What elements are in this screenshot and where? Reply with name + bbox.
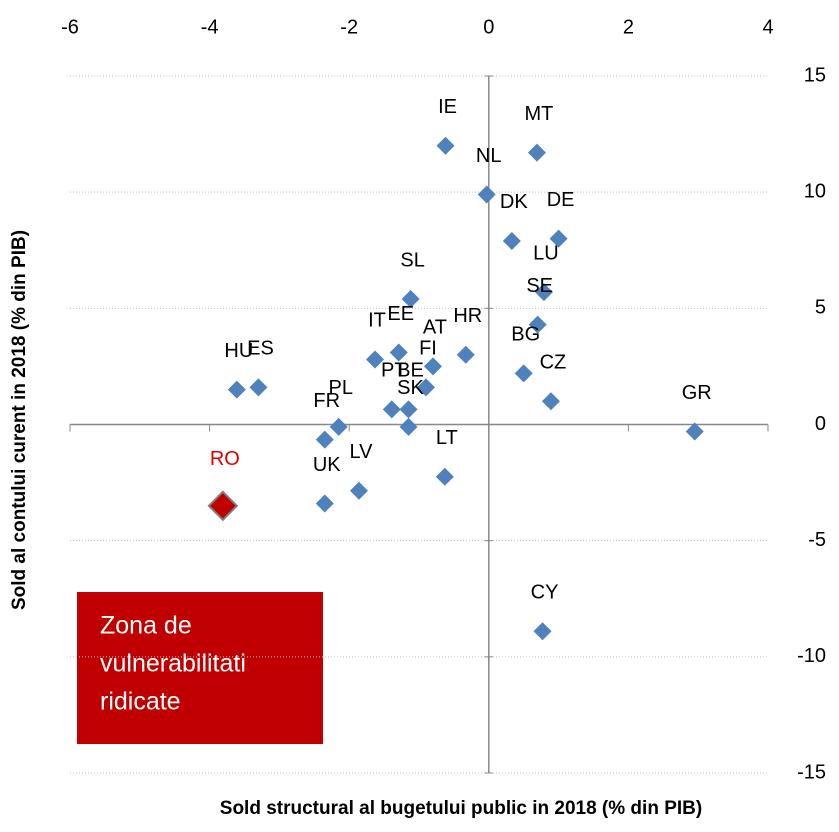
y-tick-label: 10 <box>804 180 826 202</box>
annotation-text: vulnerabilitati <box>100 650 246 678</box>
point-label: HU <box>224 340 253 362</box>
point-label: IT <box>368 310 386 332</box>
y-tick-label: 5 <box>815 297 826 319</box>
x-tick-label: -2 <box>340 16 358 38</box>
data-point <box>329 417 348 436</box>
data-point <box>207 490 239 522</box>
data-point <box>249 378 268 397</box>
data-point <box>435 467 454 486</box>
data-point <box>534 283 553 302</box>
annotation-text: ridicate <box>100 688 181 716</box>
data-point <box>528 315 547 334</box>
point-label: PT <box>381 360 407 382</box>
point-label: MT <box>525 103 554 125</box>
point-label: AT <box>423 317 447 339</box>
x-tick-label: 0 <box>483 16 494 38</box>
x-axis-title: Sold structural al bugetului public in 2… <box>220 798 702 819</box>
data-point <box>533 622 552 641</box>
y-tick-label: 0 <box>815 413 826 435</box>
point-label: FR <box>313 390 340 412</box>
y-tick-label: -15 <box>797 761 826 783</box>
x-tick-label: -4 <box>201 16 219 38</box>
point-label: ES <box>247 338 274 360</box>
data-point <box>685 422 704 441</box>
data-point <box>349 481 368 500</box>
data-point <box>436 136 455 155</box>
point-label: SE <box>526 275 553 297</box>
point-label: DE <box>547 189 575 211</box>
point-label: UK <box>313 454 341 476</box>
point-label: RO <box>210 448 240 470</box>
point-label: LT <box>436 427 458 449</box>
data-point <box>416 378 435 397</box>
data-point <box>477 185 496 204</box>
point-label: FI <box>419 338 437 360</box>
point-label: GR <box>682 382 712 404</box>
data-point <box>549 229 568 248</box>
point-label: IE <box>438 96 457 118</box>
data-point <box>423 357 442 376</box>
data-point <box>502 231 521 250</box>
point-label: CZ <box>540 352 567 374</box>
y-axis-title: Sold al contului curent in 2018 (% din P… <box>9 230 30 610</box>
point-label: BG <box>511 324 540 346</box>
data-point <box>514 364 533 383</box>
point-label: LU <box>533 242 559 264</box>
y-tick-label: -5 <box>808 529 826 551</box>
point-label: EE <box>387 303 414 325</box>
data-point <box>382 400 401 419</box>
data-point <box>401 290 420 309</box>
point-label: NL <box>476 145 502 167</box>
y-tick-label: 15 <box>804 64 826 86</box>
data-point <box>389 343 408 362</box>
point-label: BE <box>397 360 424 382</box>
data-point <box>315 494 334 513</box>
annotation-text: Zona de <box>100 612 192 640</box>
data-point <box>315 430 334 449</box>
point-label: PL <box>328 377 352 399</box>
annotation-box <box>77 592 323 744</box>
data-point <box>366 350 385 369</box>
point-label: HR <box>453 305 482 327</box>
point-label: SL <box>400 249 424 271</box>
y-tick-label: -10 <box>797 645 826 667</box>
data-point <box>456 345 475 364</box>
point-label: LV <box>349 441 373 463</box>
x-tick-label: 2 <box>623 16 634 38</box>
data-point <box>541 392 560 411</box>
data-point <box>227 380 246 399</box>
data-point <box>399 400 418 419</box>
data-point <box>527 143 546 162</box>
data-point <box>399 417 418 436</box>
point-label: CY <box>531 582 559 604</box>
point-label: DK <box>500 191 528 213</box>
point-label: SK <box>397 377 424 399</box>
x-tick-label: -6 <box>61 16 79 38</box>
x-tick-label: 4 <box>762 16 773 38</box>
